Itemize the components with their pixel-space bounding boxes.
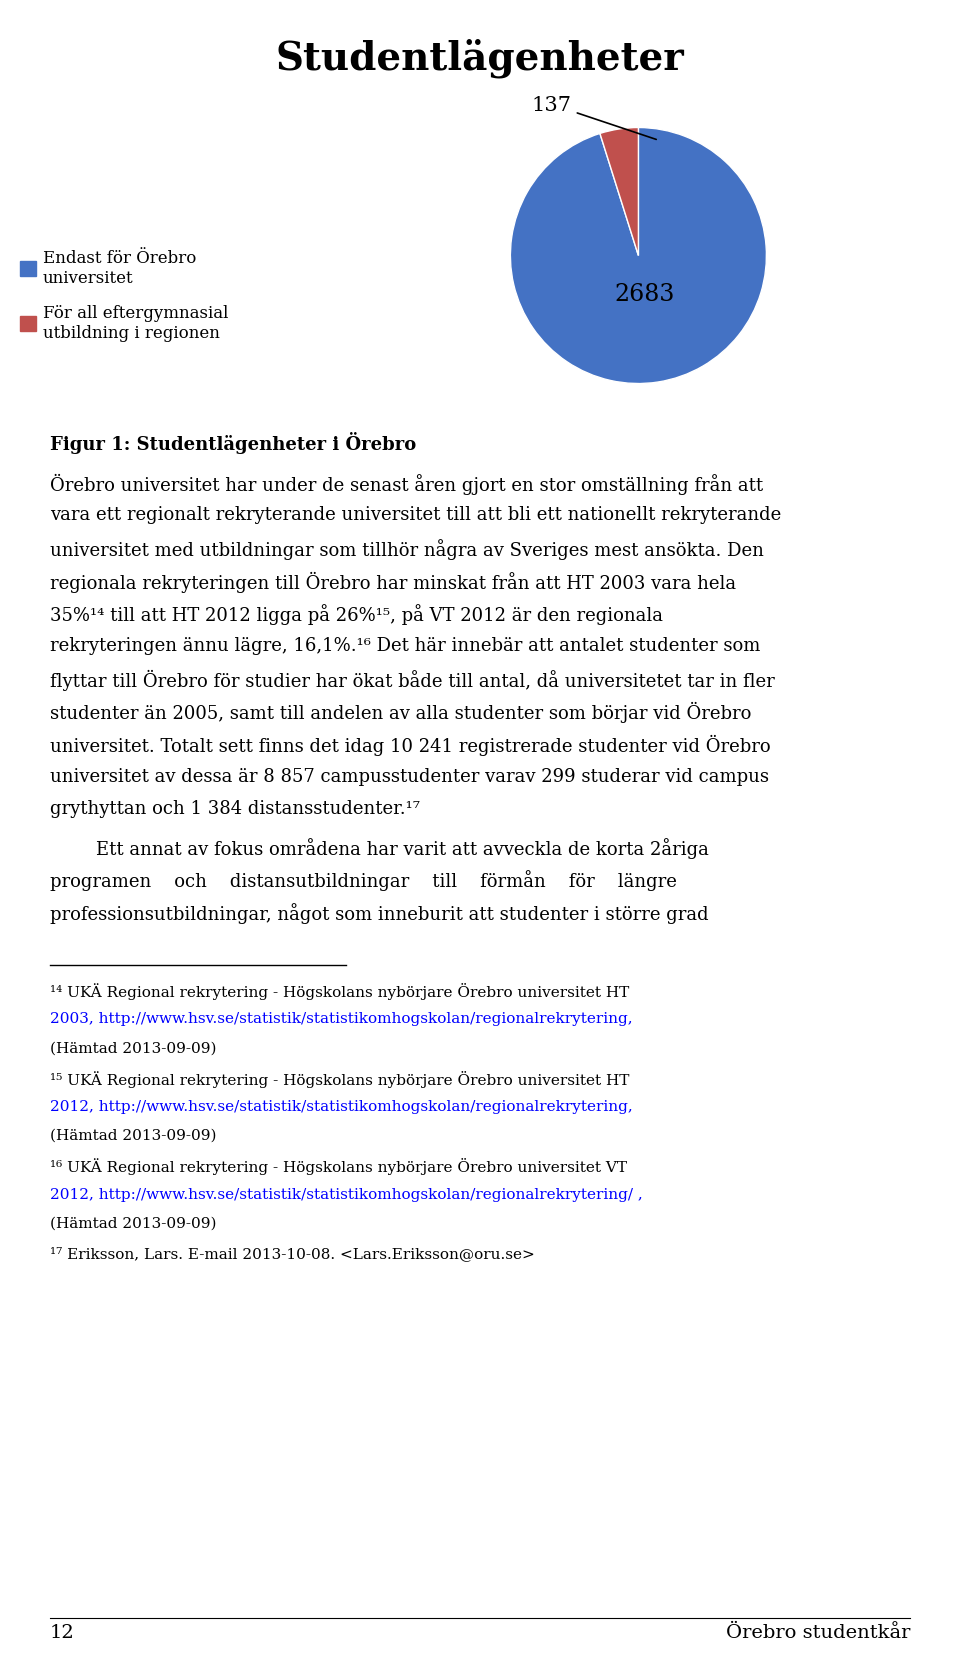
Text: grythyttan och 1 384 distansstudenter.¹⁷: grythyttan och 1 384 distansstudenter.¹⁷ <box>50 800 420 818</box>
Text: rekryteringen ännu lägre, 16,1%.¹⁶ Det här innebär att antalet studenter som: rekryteringen ännu lägre, 16,1%.¹⁶ Det h… <box>50 637 760 654</box>
Text: 12: 12 <box>50 1623 75 1641</box>
Text: ¹⁵ UKÄ Regional rekrytering - Högskolans nybörjare Örebro universitet HT: ¹⁵ UKÄ Regional rekrytering - Högskolans… <box>50 1071 630 1087</box>
Text: Ett annat av fokus områdena har varit att avveckla de korta 2åriga: Ett annat av fokus områdena har varit at… <box>50 838 708 858</box>
Text: ¹⁴ UKÄ Regional rekrytering - Högskolans nybörjare Örebro universitet HT: ¹⁴ UKÄ Regional rekrytering - Högskolans… <box>50 982 629 999</box>
Text: 137: 137 <box>532 95 657 141</box>
Text: universitet med utbildningar som tillhör några av Sveriges mest ansökta. Den: universitet med utbildningar som tillhör… <box>50 539 764 560</box>
Text: 2012, http://www.hsv.se/statistik/statistikomhogskolan/regionalrekrytering/ ,: 2012, http://www.hsv.se/statistik/statis… <box>50 1188 642 1201</box>
Text: (Hämtad 2013-09-09): (Hämtad 2013-09-09) <box>50 1216 216 1230</box>
Text: 2003, http://www.hsv.se/statistik/statistikomhogskolan/regionalrekrytering,: 2003, http://www.hsv.se/statistik/statis… <box>50 1010 633 1026</box>
Text: ¹⁶ UKÄ Regional rekrytering - Högskolans nybörjare Örebro universitet VT: ¹⁶ UKÄ Regional rekrytering - Högskolans… <box>50 1158 627 1174</box>
Text: Studentlägenheter: Studentlägenheter <box>276 38 684 79</box>
Wedge shape <box>511 129 766 385</box>
Text: (Hämtad 2013-09-09): (Hämtad 2013-09-09) <box>50 1129 216 1143</box>
Text: 2012, http://www.hsv.se/statistik/statistikomhogskolan/regionalrekrytering,: 2012, http://www.hsv.se/statistik/statis… <box>50 1099 633 1113</box>
Text: professionsutbildningar, något som inneburit att studenter i större grad: professionsutbildningar, något som inneb… <box>50 903 708 923</box>
Text: 35%¹⁴ till att HT 2012 ligga på 26%¹⁵, på VT 2012 är den regionala: 35%¹⁴ till att HT 2012 ligga på 26%¹⁵, p… <box>50 604 663 626</box>
Text: vara ett regionalt rekryterande universitet till att bli ett nationellt rekryter: vara ett regionalt rekryterande universi… <box>50 505 781 524</box>
Text: universitet av dessa är 8 857 campusstudenter varav 299 studerar vid campus: universitet av dessa är 8 857 campusstud… <box>50 766 769 785</box>
Text: flyttar till Örebro för studier har ökat både till antal, då universitetet tar i: flyttar till Örebro för studier har ökat… <box>50 669 775 691</box>
Text: studenter än 2005, samt till andelen av alla studenter som börjar vid Örebro: studenter än 2005, samt till andelen av … <box>50 703 752 723</box>
Wedge shape <box>600 129 638 256</box>
Text: Örebro studentkår: Örebro studentkår <box>726 1623 910 1641</box>
Text: Figur 1: Studentlägenheter i Örebro: Figur 1: Studentlägenheter i Örebro <box>50 432 417 453</box>
Text: regionala rekryteringen till Örebro har minskat från att HT 2003 vara hela: regionala rekryteringen till Örebro har … <box>50 572 736 592</box>
Text: ¹⁷ Eriksson, Lars. E-mail 2013-10-08. <Lars.Eriksson@oru.se>: ¹⁷ Eriksson, Lars. E-mail 2013-10-08. <L… <box>50 1246 535 1260</box>
Text: (Hämtad 2013-09-09): (Hämtad 2013-09-09) <box>50 1041 216 1054</box>
Text: Örebro universitet har under de senast åren gjort en stor omställning från att: Örebro universitet har under de senast å… <box>50 473 763 495</box>
Legend: Endast för Örebro
universitet, För all eftergymnasial
utbildning i regionen: Endast för Örebro universitet, För all e… <box>13 243 235 348</box>
Text: programen    och    distansutbildningar    till    förmån    för    längre: programen och distansutbildningar till f… <box>50 870 677 892</box>
Text: 2683: 2683 <box>614 283 675 306</box>
Text: universitet. Totalt sett finns det idag 10 241 registrerade studenter vid Örebro: universitet. Totalt sett finns det idag … <box>50 734 771 756</box>
